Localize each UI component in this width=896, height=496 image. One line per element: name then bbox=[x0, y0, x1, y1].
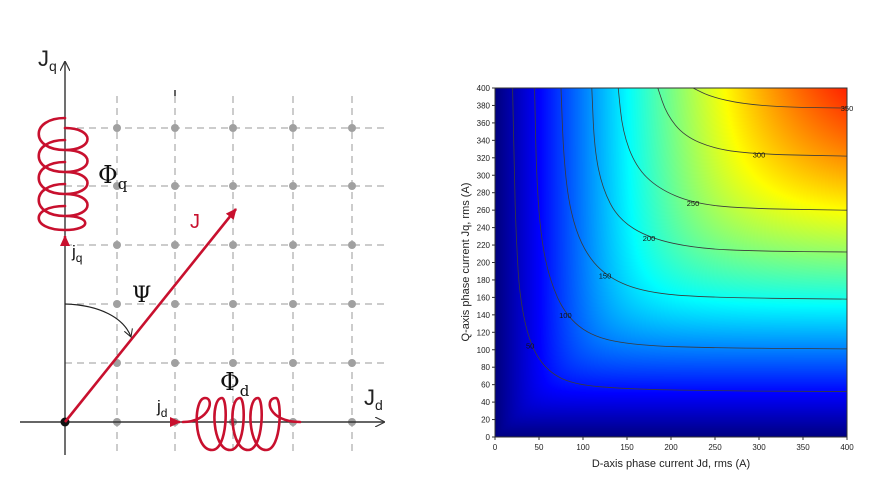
grid-dot bbox=[289, 241, 297, 249]
y-tick-label: 0 bbox=[486, 433, 491, 442]
grid-dot bbox=[348, 182, 356, 190]
x-tick-label: 150 bbox=[620, 443, 634, 452]
contour-line-100 bbox=[534, 87, 848, 350]
vector-label: J bbox=[190, 211, 200, 233]
grid-dot bbox=[289, 124, 297, 132]
y-tick-label: 60 bbox=[481, 381, 490, 390]
y-tick-label: 180 bbox=[477, 276, 491, 285]
contour-line-300 bbox=[657, 87, 848, 157]
x-axis-ticks: 0 50 100 150 200 250 300 350 400 bbox=[493, 437, 854, 452]
y-tick-label: 40 bbox=[481, 398, 490, 407]
y-tick-label: 240 bbox=[477, 224, 491, 233]
y-tick-label: 280 bbox=[477, 189, 491, 198]
y-tick-label: 160 bbox=[477, 293, 491, 302]
grid-dot bbox=[348, 124, 356, 132]
x-tick-label: 350 bbox=[796, 443, 810, 452]
y-tick-label: 200 bbox=[477, 259, 491, 268]
grid-dot bbox=[348, 241, 356, 249]
flux-d-label: Φd bbox=[220, 368, 250, 400]
q-axis-label: Jq bbox=[38, 46, 57, 74]
flux-q-coil-icon bbox=[37, 116, 89, 232]
contour-line-50 bbox=[512, 87, 848, 392]
y-axis-ticks: 0 20 40 60 80 100 120 140 160 180 200 220 240 260 280 3… bbox=[477, 84, 495, 442]
grid-dot bbox=[113, 241, 121, 249]
x-tick-label: 200 bbox=[664, 443, 678, 452]
grid-dot bbox=[229, 359, 237, 367]
x-tick-label: 400 bbox=[840, 443, 854, 452]
y-tick-label: 20 bbox=[481, 416, 490, 425]
contour-label-50: 50 bbox=[526, 341, 534, 350]
grid-dot bbox=[171, 182, 179, 190]
d-axis-label: Jd bbox=[364, 385, 383, 413]
current-d-label: jd bbox=[156, 397, 167, 420]
heatmap-field bbox=[495, 88, 847, 437]
contour-line-150 bbox=[560, 87, 848, 300]
angle-psi-arc bbox=[64, 303, 131, 337]
x-tick-label: 0 bbox=[493, 443, 498, 452]
contour-line-250 bbox=[617, 87, 848, 211]
x-tick-label: 50 bbox=[535, 443, 544, 452]
grid-dot bbox=[229, 241, 237, 249]
current-q-label: jq bbox=[71, 242, 82, 265]
y-tick-label: 320 bbox=[477, 154, 491, 163]
grid-dot bbox=[229, 300, 237, 308]
y-tick-label: 300 bbox=[477, 171, 491, 180]
grid-dot bbox=[229, 182, 237, 190]
contour-label-150: 150 bbox=[599, 272, 612, 281]
y-tick-label: 360 bbox=[477, 119, 491, 128]
contour-label-100: 100 bbox=[559, 311, 572, 320]
grid-dot bbox=[289, 182, 297, 190]
x-tick-label: 300 bbox=[752, 443, 766, 452]
contour-label-300: 300 bbox=[753, 150, 766, 159]
angle-psi-label: Ψ bbox=[132, 283, 151, 308]
contour-label-200: 200 bbox=[643, 234, 656, 243]
flux-q-label: Φq bbox=[98, 161, 128, 193]
x-tick-label: 250 bbox=[708, 443, 722, 452]
grid-dot bbox=[171, 124, 179, 132]
grid-dot bbox=[171, 241, 179, 249]
y-tick-label: 340 bbox=[477, 136, 491, 145]
x-axis-label: D-axis phase current Jd, rms (A) bbox=[592, 458, 750, 470]
flux-d-coil-icon bbox=[181, 396, 302, 452]
grid-dot bbox=[348, 359, 356, 367]
y-tick-label: 100 bbox=[477, 346, 491, 355]
y-axis-label: Q-axis phase current Jq, rms (A) bbox=[460, 183, 472, 342]
grid-dot bbox=[171, 300, 179, 308]
grid-dot bbox=[229, 124, 237, 132]
y-tick-label: 140 bbox=[477, 311, 491, 320]
y-tick-label: 220 bbox=[477, 241, 491, 250]
grid-dot bbox=[289, 300, 297, 308]
x-tick-label: 100 bbox=[576, 443, 590, 452]
vector-diagram: Jq Jd Φq jq Φd jd J Ψ bbox=[20, 46, 385, 455]
contour-line-200 bbox=[591, 87, 848, 253]
grid-dot bbox=[113, 182, 121, 190]
y-tick-label: 260 bbox=[477, 206, 491, 215]
grid-dot bbox=[113, 300, 121, 308]
y-tick-label: 120 bbox=[477, 328, 491, 337]
grid-dot bbox=[289, 359, 297, 367]
y-tick-label: 400 bbox=[477, 84, 491, 93]
grid-dot bbox=[171, 359, 179, 367]
y-tick-label: 80 bbox=[481, 363, 490, 372]
grid-dot bbox=[348, 300, 356, 308]
contour-label-250: 250 bbox=[687, 199, 700, 208]
y-tick-label: 380 bbox=[477, 101, 491, 110]
contour-line-350 bbox=[692, 87, 848, 109]
grid-dot bbox=[113, 124, 121, 132]
current-vector-arrow bbox=[63, 208, 238, 423]
